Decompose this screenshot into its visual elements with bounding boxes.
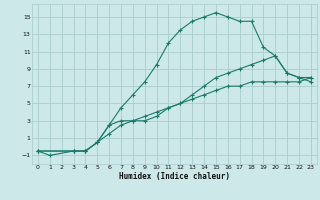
X-axis label: Humidex (Indice chaleur): Humidex (Indice chaleur)	[119, 172, 230, 181]
